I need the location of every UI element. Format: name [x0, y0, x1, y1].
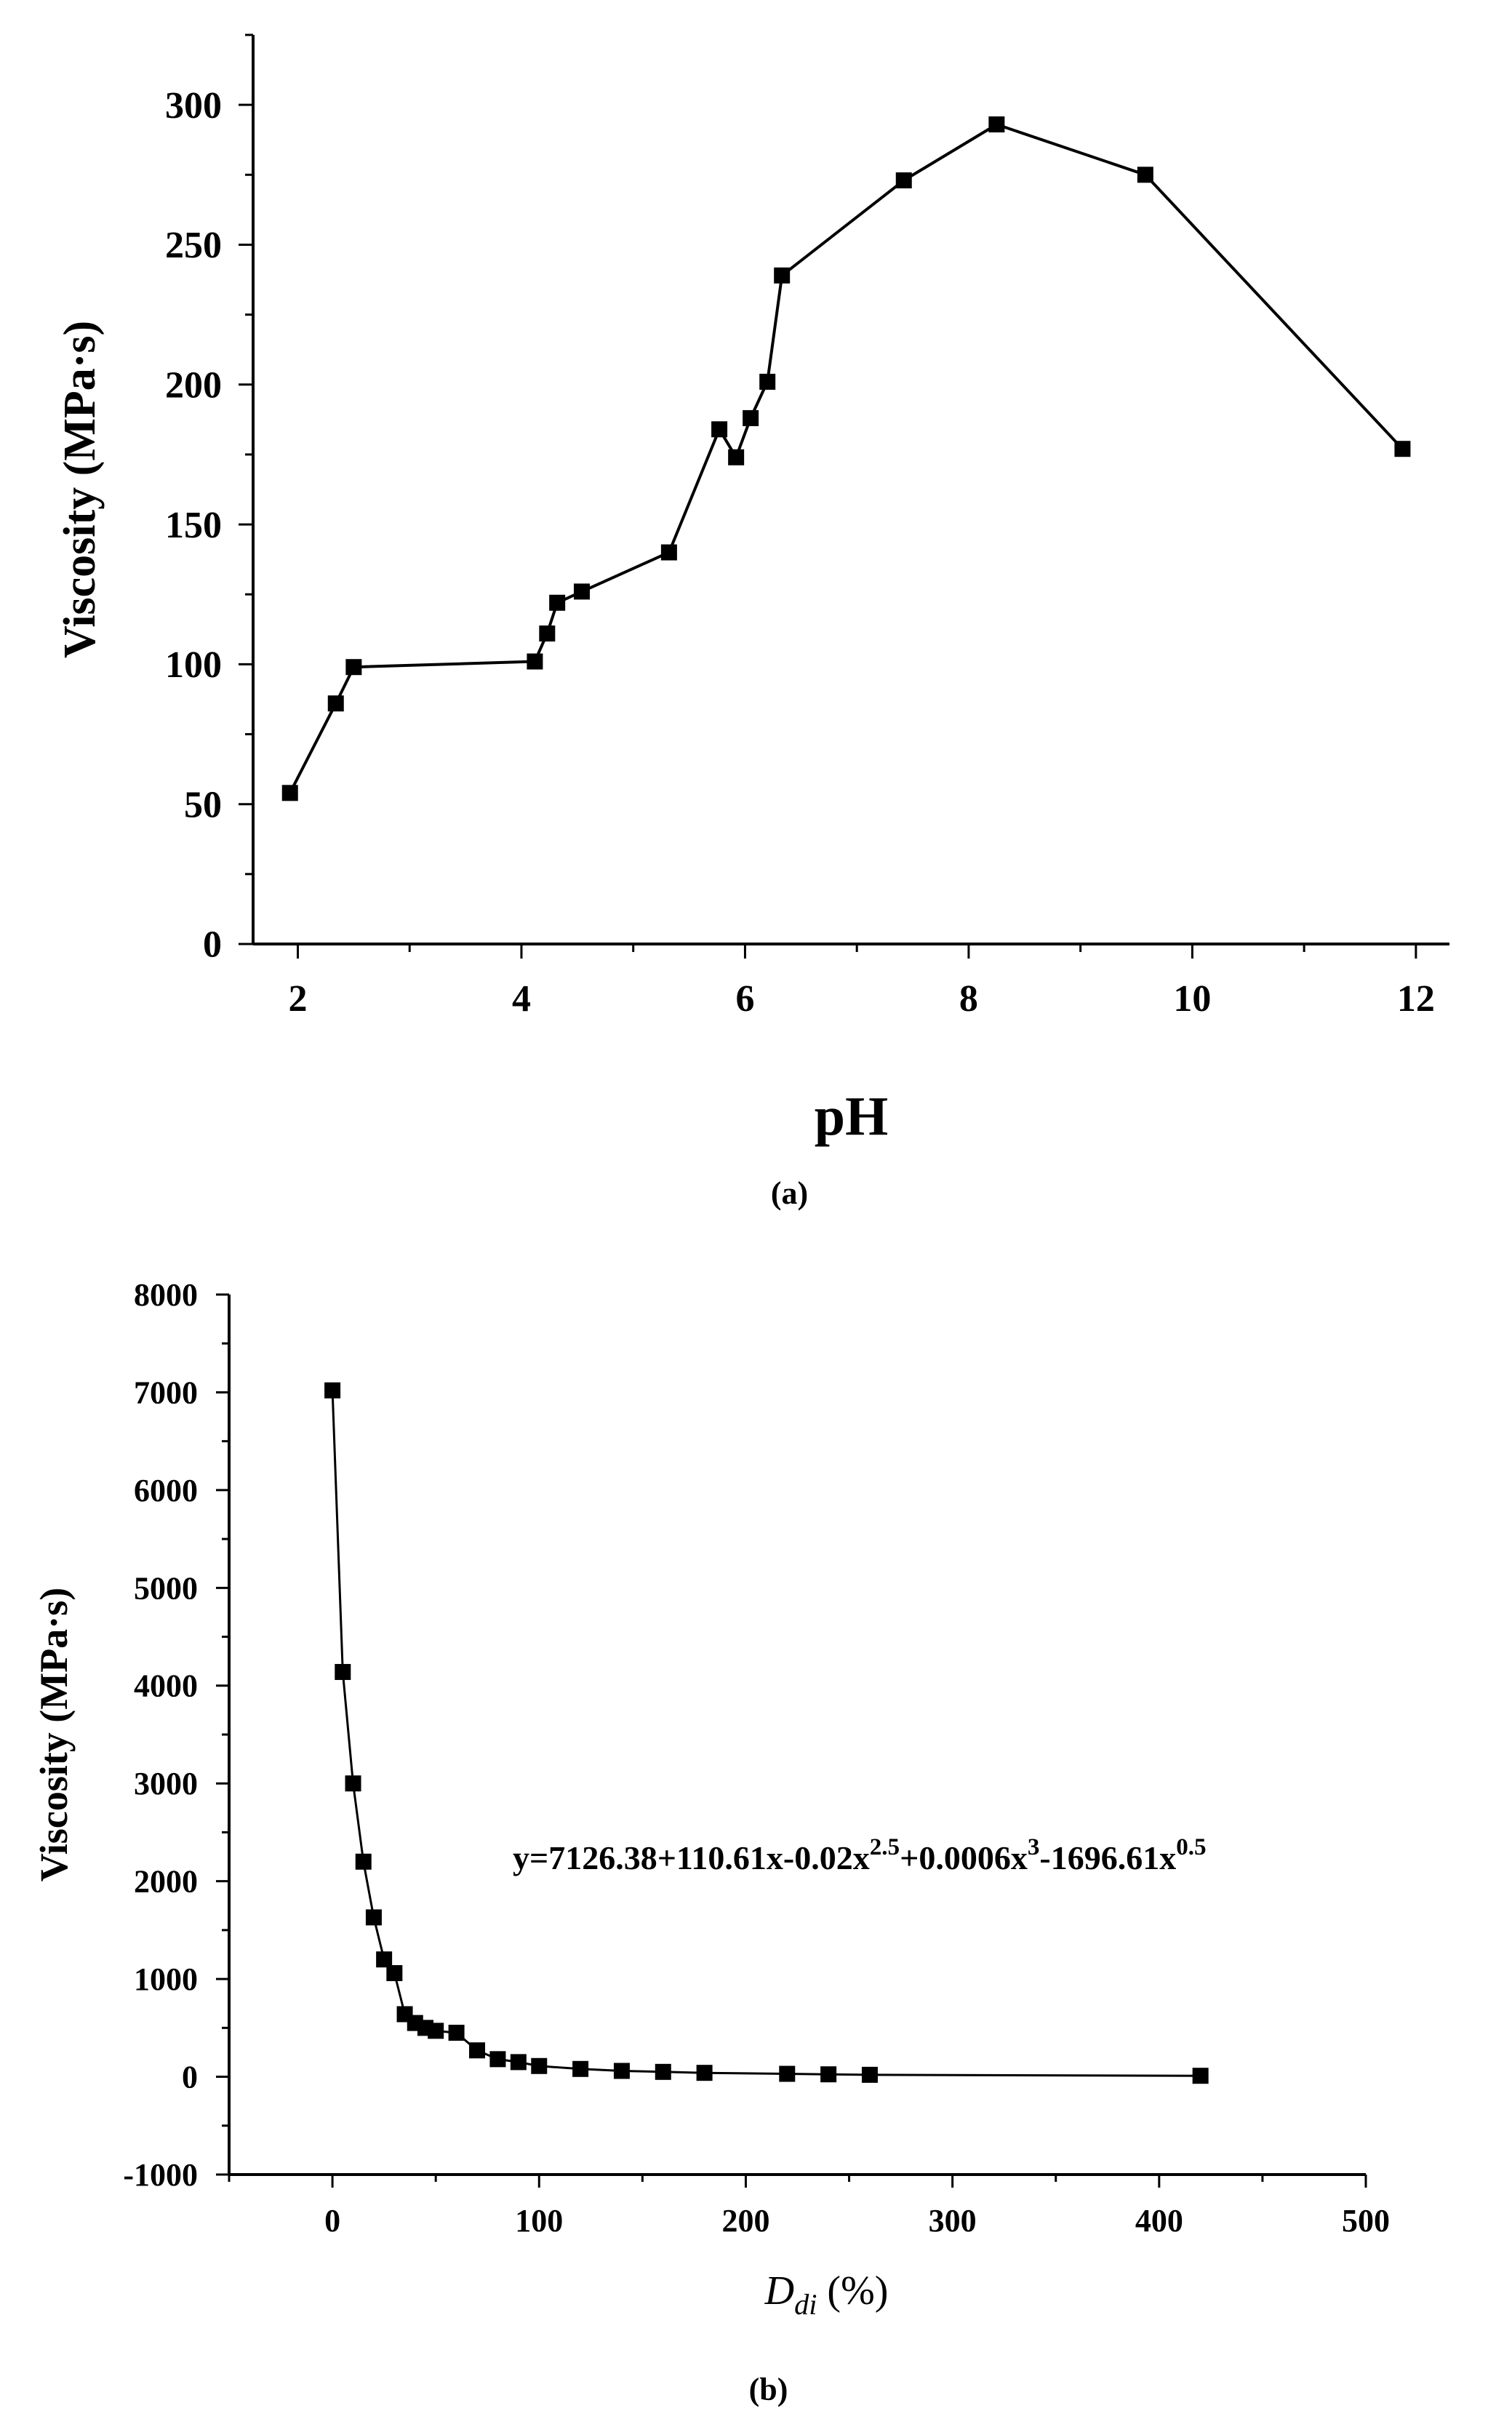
- chart-caption: (a): [771, 1175, 808, 1211]
- y-tick-label: 4000: [134, 1668, 198, 1704]
- x-axis-title-main: D: [764, 2268, 794, 2313]
- data-point-marker: [281, 785, 298, 801]
- y-tick-label: 5000: [134, 1570, 198, 1606]
- y-tick-label: 0: [203, 924, 222, 966]
- data-point-marker: [779, 2065, 796, 2082]
- y-tick-label: 300: [165, 85, 222, 127]
- x-axis-title: Ddi (%): [764, 2268, 889, 2321]
- y-tick-label: 3000: [134, 1766, 198, 1801]
- data-point-marker: [386, 1965, 403, 1982]
- data-point-marker: [728, 449, 745, 465]
- data-point-marker: [572, 2060, 589, 2077]
- data-point-marker: [531, 2057, 548, 2074]
- series-line: [331, 1390, 1201, 2077]
- x-tick-label: 200: [721, 2203, 769, 2239]
- data-point-marker: [355, 1853, 372, 1870]
- x-tick-label: 2: [288, 978, 307, 1020]
- equation-exponent: 2.5: [870, 1833, 900, 1860]
- data-point-marker: [376, 1951, 393, 1968]
- y-tick-label: 2000: [134, 1864, 198, 1900]
- data-point-marker: [327, 695, 344, 712]
- y-axis-title: Viscosity (MPa·s): [32, 1588, 76, 1881]
- data-point-marker: [1394, 441, 1411, 457]
- series-line: [288, 123, 1404, 794]
- y-tick-label: 50: [184, 784, 222, 825]
- equation-exponent: 3: [1028, 1833, 1040, 1860]
- y-tick-label: 200: [165, 364, 222, 406]
- x-tick-label: 8: [959, 978, 978, 1020]
- x-axis-title: pH: [815, 1086, 888, 1147]
- x-tick-label: 300: [929, 2203, 977, 2239]
- equation-term: -1696.61x: [1039, 1839, 1176, 1876]
- x-tick-label: 400: [1135, 2203, 1183, 2239]
- x-tick-label: 12: [1397, 978, 1435, 1020]
- y-axis-title: Viscosity (MPa·s): [55, 321, 105, 658]
- data-point-marker: [448, 2025, 465, 2041]
- equation-term: y=7126.38+110.61x-0.02x: [513, 1839, 870, 1876]
- data-point-marker: [820, 2066, 837, 2083]
- data-point-marker: [759, 373, 776, 390]
- x-tick-label: 10: [1173, 978, 1211, 1020]
- equation-term: +0.0006x: [900, 1839, 1028, 1876]
- data-point-marker: [510, 2054, 527, 2071]
- data-point-marker: [469, 2042, 486, 2059]
- data-point-marker: [696, 2065, 713, 2081]
- x-axis-title-unit: (%): [817, 2268, 888, 2313]
- data-point-marker: [428, 2023, 444, 2039]
- data-point-marker: [539, 625, 556, 642]
- data-point-marker: [988, 116, 1005, 133]
- data-point-marker: [613, 2063, 630, 2079]
- equation-exponent: 0.5: [1176, 1833, 1206, 1860]
- y-tick-label: 8000: [134, 1277, 198, 1313]
- x-tick-label: 500: [1342, 2203, 1390, 2239]
- data-point-marker: [1137, 167, 1153, 183]
- x-tick-label: 4: [512, 978, 531, 1020]
- y-tick-label: -1000: [123, 2157, 198, 2193]
- data-point-marker: [711, 421, 728, 438]
- y-tick-label: 1000: [134, 1961, 198, 1997]
- y-tick-label: 6000: [134, 1473, 198, 1508]
- data-point-marker: [549, 594, 566, 611]
- x-axis-title-sub: di: [794, 2288, 817, 2321]
- data-point-marker: [861, 2066, 878, 2083]
- data-point-marker: [743, 409, 759, 426]
- data-point-marker: [365, 1909, 382, 1926]
- chart-b-viscosity-vs-ddi: -1000 0 1000 2000 3000 4000 5000 6000 7000 8000 0 1…: [32, 1277, 1390, 2407]
- data-point-marker: [573, 583, 590, 600]
- x-tick-label: 6: [735, 978, 754, 1020]
- data-point-marker: [335, 1663, 351, 1680]
- data-point-marker: [489, 2051, 506, 2068]
- data-point-marker: [774, 267, 791, 284]
- y-tick-label: 7000: [134, 1375, 198, 1410]
- fit-equation: y=7126.38+110.61x-0.02x2.5+0.0006x3-1696…: [513, 1833, 1207, 1876]
- data-point-marker: [660, 544, 677, 561]
- data-point-marker: [655, 2063, 671, 2080]
- data-point-marker: [895, 172, 912, 188]
- y-tick-label: 100: [165, 644, 222, 686]
- chart-a-viscosity-vs-ph: 0 50 100 150 200 250 300 2 4 6 8 10 12 Viscosity (MPa…: [55, 33, 1449, 1211]
- data-point-marker: [345, 1775, 361, 1792]
- data-point-marker: [527, 653, 543, 670]
- y-tick-label: 250: [165, 225, 222, 266]
- y-tick-label: 150: [165, 505, 222, 546]
- chart-caption: (b): [749, 2372, 788, 2407]
- x-tick-label: 100: [515, 2203, 563, 2239]
- data-point-marker: [345, 659, 362, 676]
- data-point-marker: [324, 1382, 341, 1399]
- data-point-marker: [1192, 2068, 1209, 2084]
- x-tick-label: 0: [324, 2203, 340, 2239]
- y-tick-label: 0: [182, 2060, 198, 2095]
